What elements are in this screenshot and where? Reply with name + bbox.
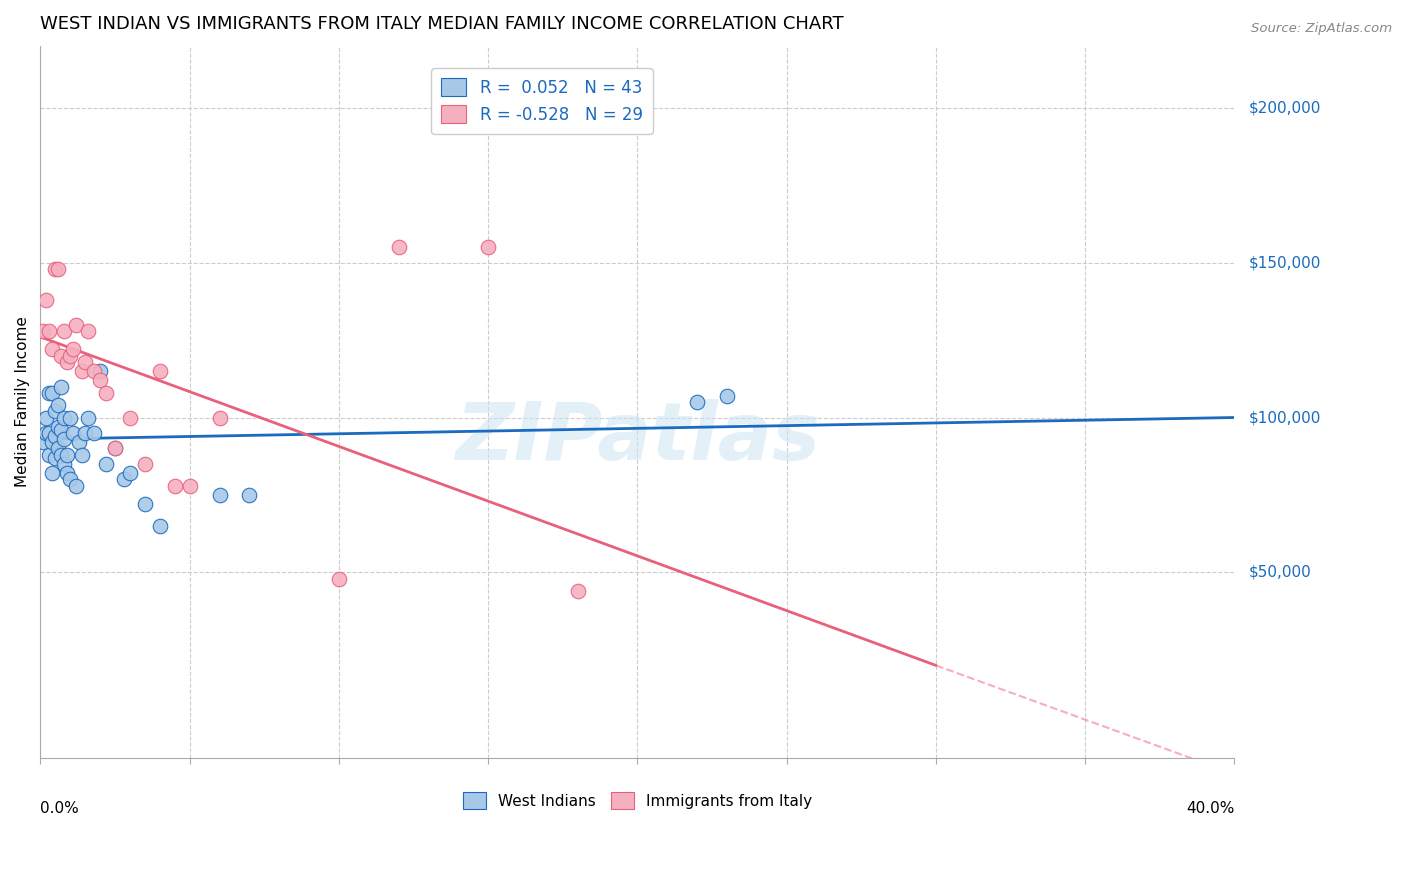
Point xyxy=(56,448,79,462)
Text: $150,000: $150,000 xyxy=(1249,255,1320,270)
Point xyxy=(38,425,60,440)
Point xyxy=(51,423,73,437)
Point xyxy=(32,324,55,338)
Point xyxy=(51,448,73,462)
Text: 40.0%: 40.0% xyxy=(1187,801,1234,816)
Point xyxy=(56,355,79,369)
Point xyxy=(75,355,97,369)
Text: $200,000: $200,000 xyxy=(1249,100,1320,115)
Text: $50,000: $50,000 xyxy=(1249,565,1310,580)
Point xyxy=(118,467,141,481)
Point xyxy=(208,488,231,502)
Point xyxy=(65,318,87,332)
Point xyxy=(104,442,127,456)
Point xyxy=(59,349,82,363)
Point xyxy=(38,324,60,338)
Text: WEST INDIAN VS IMMIGRANTS FROM ITALY MEDIAN FAMILY INCOME CORRELATION CHART: WEST INDIAN VS IMMIGRANTS FROM ITALY MED… xyxy=(41,15,844,33)
Point xyxy=(118,410,141,425)
Point xyxy=(70,448,93,462)
Point xyxy=(328,572,350,586)
Text: $100,000: $100,000 xyxy=(1249,410,1320,425)
Point xyxy=(163,478,186,492)
Text: ZIPatlas: ZIPatlas xyxy=(456,399,820,476)
Point xyxy=(149,519,172,533)
Point xyxy=(35,293,58,307)
Point xyxy=(53,457,76,471)
Point xyxy=(62,343,84,357)
Legend: West Indians, Immigrants from Italy: West Indians, Immigrants from Italy xyxy=(457,786,818,815)
Point xyxy=(46,442,69,456)
Point xyxy=(35,410,58,425)
Point xyxy=(89,364,111,378)
Point xyxy=(75,425,97,440)
Point xyxy=(149,364,172,378)
Point xyxy=(77,324,100,338)
Point xyxy=(388,240,411,254)
Point xyxy=(83,425,105,440)
Point xyxy=(65,478,87,492)
Point xyxy=(179,478,201,492)
Point xyxy=(44,450,66,465)
Point xyxy=(94,385,117,400)
Point xyxy=(38,385,60,400)
Point xyxy=(53,410,76,425)
Point xyxy=(477,240,499,254)
Point xyxy=(89,373,111,387)
Point xyxy=(104,442,127,456)
Point xyxy=(59,473,82,487)
Point xyxy=(44,429,66,443)
Point xyxy=(94,457,117,471)
Point xyxy=(53,324,76,338)
Point xyxy=(38,448,60,462)
Point xyxy=(208,410,231,425)
Point xyxy=(51,349,73,363)
Point xyxy=(567,584,589,599)
Point xyxy=(77,410,100,425)
Point xyxy=(51,379,73,393)
Point xyxy=(53,432,76,446)
Point xyxy=(41,435,63,450)
Point xyxy=(46,419,69,434)
Point xyxy=(686,395,709,409)
Point xyxy=(46,398,69,412)
Point xyxy=(44,404,66,418)
Point xyxy=(41,385,63,400)
Point xyxy=(134,497,156,511)
Point xyxy=(56,467,79,481)
Point xyxy=(83,364,105,378)
Point xyxy=(46,261,69,276)
Point xyxy=(134,457,156,471)
Point xyxy=(32,435,55,450)
Point xyxy=(59,410,82,425)
Point xyxy=(238,488,260,502)
Point xyxy=(112,473,135,487)
Point xyxy=(70,364,93,378)
Text: Source: ZipAtlas.com: Source: ZipAtlas.com xyxy=(1251,22,1392,36)
Y-axis label: Median Family Income: Median Family Income xyxy=(15,317,30,487)
Point xyxy=(62,425,84,440)
Text: 0.0%: 0.0% xyxy=(41,801,79,816)
Point xyxy=(716,389,738,403)
Point xyxy=(35,425,58,440)
Point xyxy=(41,467,63,481)
Point xyxy=(44,261,66,276)
Point xyxy=(67,435,90,450)
Point xyxy=(41,343,63,357)
